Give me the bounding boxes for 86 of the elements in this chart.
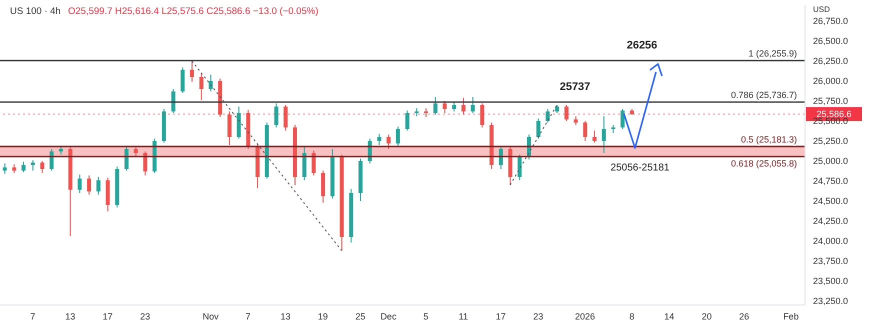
candlestick bbox=[433, 96, 438, 116]
x-tick-label: 11 bbox=[458, 311, 468, 322]
candlestick bbox=[583, 120, 588, 142]
x-tick-label: Dec bbox=[380, 311, 397, 322]
candlestick bbox=[22, 161, 26, 173]
x-tick-label: 7 bbox=[30, 311, 36, 322]
x-tick-label: 23 bbox=[533, 311, 544, 322]
candlestick bbox=[30, 160, 35, 172]
candlestick bbox=[190, 60, 194, 82]
chart-subtitle: O25,599.7 H25,616.4 L25,575.6 C25,586.6 −13.0 (−0.05%) bbox=[68, 6, 318, 17]
x-tick-label: 17 bbox=[102, 311, 113, 322]
candlestick bbox=[312, 150, 316, 176]
chart-title: US 100 · 4h bbox=[10, 6, 61, 17]
candlestick bbox=[302, 146, 306, 181]
x-tick-label: 25 bbox=[355, 311, 366, 322]
candlestick bbox=[498, 146, 503, 170]
y-tick-label: 25,750.0 bbox=[813, 96, 848, 106]
annotation: 25737 bbox=[560, 81, 590, 94]
x-tick-label: 5 bbox=[423, 311, 428, 322]
candlestick bbox=[452, 101, 456, 112]
candlestick bbox=[386, 134, 391, 150]
x-tick-label: 2026 bbox=[575, 311, 596, 322]
annotation: 26256 bbox=[626, 40, 658, 52]
candlestick bbox=[620, 108, 625, 130]
ref-line-label: 0.5 (25,181.3) bbox=[740, 134, 797, 144]
x-tick-label: 17 bbox=[496, 311, 506, 322]
candlestick bbox=[124, 145, 128, 172]
y-tick-label: 26,250.0 bbox=[813, 56, 848, 66]
x-tick-label: 8 bbox=[629, 311, 634, 322]
candlestick bbox=[236, 106, 241, 140]
candlestick bbox=[546, 108, 550, 124]
candlestick bbox=[518, 154, 522, 181]
candlestick bbox=[2, 162, 7, 174]
ref-line-label: 1 (26,255.9) bbox=[748, 48, 797, 59]
ref-line-label: 0.786 (25,736.7) bbox=[730, 90, 797, 100]
candlestick bbox=[396, 126, 400, 146]
candlestick bbox=[284, 104, 288, 132]
y-tick-label: 26,750.0 bbox=[813, 16, 848, 26]
y-axis-title: USD bbox=[813, 5, 830, 14]
candlestick bbox=[405, 110, 410, 132]
y-tick-label: 26,000.0 bbox=[813, 76, 848, 86]
candlestick bbox=[564, 104, 568, 122]
x-tick-label: 20 bbox=[702, 311, 712, 322]
y-tick-label: 25,250.0 bbox=[813, 136, 848, 146]
candlestick bbox=[461, 97, 466, 116]
x-tick-label: 7 bbox=[246, 311, 251, 322]
y-tick-label: 23,250.0 bbox=[813, 296, 848, 306]
candlestick bbox=[442, 100, 447, 114]
y-tick-label: 23,500.0 bbox=[813, 276, 848, 286]
candlestick bbox=[78, 174, 82, 194]
candlestick bbox=[96, 176, 100, 196]
candlestick bbox=[470, 96, 475, 114]
x-tick-label: Nov bbox=[202, 311, 220, 322]
candlestick bbox=[592, 130, 597, 144]
y-tick-label: 23,750.0 bbox=[813, 256, 848, 266]
candlestick bbox=[143, 150, 148, 176]
candlestick bbox=[480, 102, 484, 128]
candlestick bbox=[40, 160, 44, 174]
candlestick bbox=[536, 118, 540, 140]
candlestick bbox=[274, 102, 278, 128]
y-tick-label: 24,750.0 bbox=[813, 176, 848, 186]
band-label: 25056-25181 bbox=[610, 162, 670, 174]
candlestick bbox=[208, 74, 213, 92]
y-tick-label: 24,250.0 bbox=[813, 216, 848, 226]
ref-line-label: 0.618 (25,055.8) bbox=[730, 158, 797, 169]
x-tick-label: 13 bbox=[280, 311, 290, 322]
candlestick bbox=[50, 148, 54, 172]
y-tick-label: 25,000.0 bbox=[813, 156, 848, 166]
y-tick-label: 26,500.0 bbox=[813, 36, 848, 46]
x-tick-label: Feb bbox=[783, 311, 799, 322]
candlestick bbox=[602, 116, 606, 154]
y-tick-label: 24,500.0 bbox=[813, 196, 848, 206]
x-tick-label: 26 bbox=[739, 311, 750, 322]
candlestick bbox=[368, 138, 372, 164]
x-tick-label: 13 bbox=[65, 311, 76, 322]
y-tick-label: 24,000.0 bbox=[813, 236, 848, 246]
candlestick bbox=[180, 66, 185, 94]
candlestick bbox=[321, 170, 326, 204]
candlestick bbox=[171, 88, 176, 114]
x-tick-label: 23 bbox=[140, 311, 150, 322]
candlestick bbox=[199, 72, 204, 101]
x-tick-label: 14 bbox=[664, 311, 674, 322]
candlestick bbox=[377, 133, 382, 146]
x-tick-label: 19 bbox=[318, 311, 328, 322]
candlestick bbox=[87, 174, 92, 196]
candlestick bbox=[227, 110, 232, 146]
